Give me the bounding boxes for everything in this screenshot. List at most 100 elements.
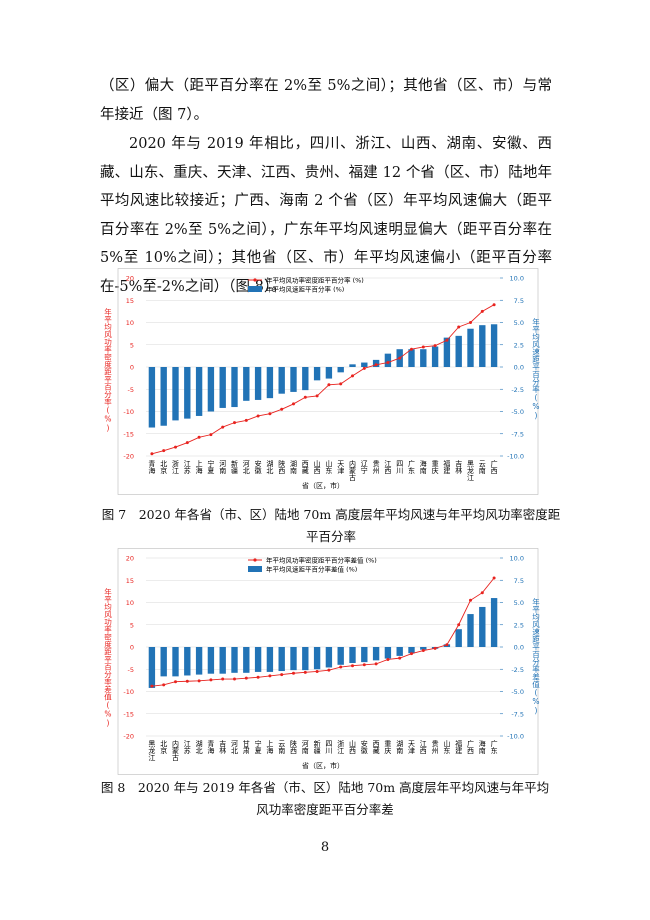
point	[303, 670, 307, 674]
x-tick-label: 西藏	[301, 460, 309, 475]
point	[315, 669, 319, 673]
point	[268, 674, 272, 678]
legend: 年平均风功率密度距平百分率 (%)年平均风速距平百分率 (%)	[248, 276, 364, 294]
x-tick-label: 宁夏	[207, 459, 215, 474]
y-tick-label: 5	[130, 341, 134, 349]
x-tick-label: 海南	[419, 459, 427, 474]
x-tick-label: 吉林	[219, 740, 227, 755]
bar	[231, 367, 238, 408]
bar	[455, 629, 462, 647]
y2-tick-label: 0.0	[514, 644, 524, 652]
x-tick-label: 重庆	[431, 460, 439, 475]
x-tick-label: 广东	[408, 459, 416, 474]
x-tick-label: 新疆	[313, 739, 321, 755]
point	[339, 665, 343, 669]
y2-tick-label: -7.5	[511, 430, 524, 438]
y-tick-label: 15	[126, 577, 134, 585]
point	[433, 344, 437, 348]
x-tick-label: 山西	[349, 739, 357, 755]
y-tick-label: 20	[126, 555, 134, 563]
point	[421, 649, 425, 653]
x-tick-label: 江苏	[183, 460, 191, 475]
x-tick-label: 西藏	[372, 740, 380, 755]
legend-label: 年平均风速距平百分率差值 (%)	[266, 565, 357, 574]
bar	[396, 647, 403, 656]
x-tick-label: 浙江	[172, 459, 180, 475]
point	[209, 433, 213, 437]
bar	[361, 362, 368, 367]
x-tick-label: 陕西	[290, 739, 298, 755]
x-tick-label: 山西	[313, 459, 321, 475]
bar	[349, 364, 356, 367]
y-tick-label: -15	[123, 710, 134, 718]
x-axis-title: 省（区，市）	[302, 481, 344, 490]
point	[280, 673, 284, 677]
y-tick-label: -5	[128, 666, 134, 674]
point	[197, 435, 201, 439]
point	[150, 452, 154, 456]
x-tick-label: 海南	[478, 739, 486, 754]
bar	[184, 647, 191, 676]
bar	[148, 367, 156, 428]
x-tick-label: 云南	[278, 740, 286, 754]
x-tick-label: 天津	[408, 740, 416, 755]
x-tick-label: 广西	[490, 459, 498, 475]
bar	[278, 367, 285, 394]
y-tick-label: 15	[126, 297, 134, 305]
point	[185, 679, 189, 683]
bar	[467, 328, 474, 367]
x-tick-label: 陕西	[278, 459, 286, 475]
bar	[408, 647, 415, 654]
x-tick-label: 山东	[443, 739, 451, 754]
bar	[420, 647, 427, 650]
point	[480, 591, 484, 595]
point	[280, 407, 284, 411]
x-tick-label: 湖北	[266, 459, 274, 475]
bar	[219, 647, 226, 674]
y2-tick-label: -7.5	[511, 710, 524, 718]
x-tick-label: 宁夏	[254, 739, 262, 754]
point	[268, 412, 272, 416]
bar	[431, 346, 439, 367]
point	[339, 382, 343, 386]
x-tick-label: 浙江	[337, 739, 345, 755]
figure-caption: 图 8 2020 年与 2019 年各省（市、区）陆地 70m 高度层年平均风速…	[100, 780, 550, 817]
point	[374, 363, 378, 367]
bar	[207, 367, 215, 412]
line	[151, 577, 495, 687]
y2-tick-label: 5.0	[514, 319, 524, 327]
x-tick-label: 河北	[231, 740, 239, 755]
y2-tick-label: 10.0	[510, 555, 524, 563]
y2-tick-label: 7.5	[514, 297, 524, 305]
x-axis-title: 省（区，市）	[302, 761, 344, 770]
y-tick-label: 0	[130, 364, 134, 372]
x-tick-label: 河北	[242, 460, 250, 475]
x-tick-label: 四川	[325, 740, 333, 754]
x-tick-label: 江苏	[183, 740, 191, 755]
point	[469, 321, 472, 324]
point	[185, 441, 189, 445]
x-tick-label: 河南	[219, 460, 227, 474]
bar	[243, 367, 250, 401]
point	[209, 678, 213, 682]
point	[398, 356, 402, 360]
bar	[420, 349, 427, 367]
bar	[231, 647, 238, 673]
y-tick-label: 5	[130, 621, 134, 629]
legend-label: 年平均风速距平百分率 (%)	[266, 285, 344, 294]
point	[233, 421, 236, 425]
y2-axis-title: 年平均风速距平百分率差值(%)	[531, 597, 540, 715]
point	[445, 643, 449, 647]
point	[433, 646, 437, 650]
y2-tick-label: -5.0	[511, 408, 524, 416]
y2-tick-label: 2.5	[514, 341, 524, 349]
y2-tick-label: 0.0	[514, 364, 524, 372]
bar	[266, 647, 274, 672]
x-tick-label: 重庆	[384, 740, 392, 755]
x-tick-label: 北京	[160, 460, 168, 475]
bar	[195, 647, 203, 675]
point	[327, 668, 331, 672]
x-tick-label: 广东	[490, 739, 498, 754]
bar	[372, 647, 380, 661]
